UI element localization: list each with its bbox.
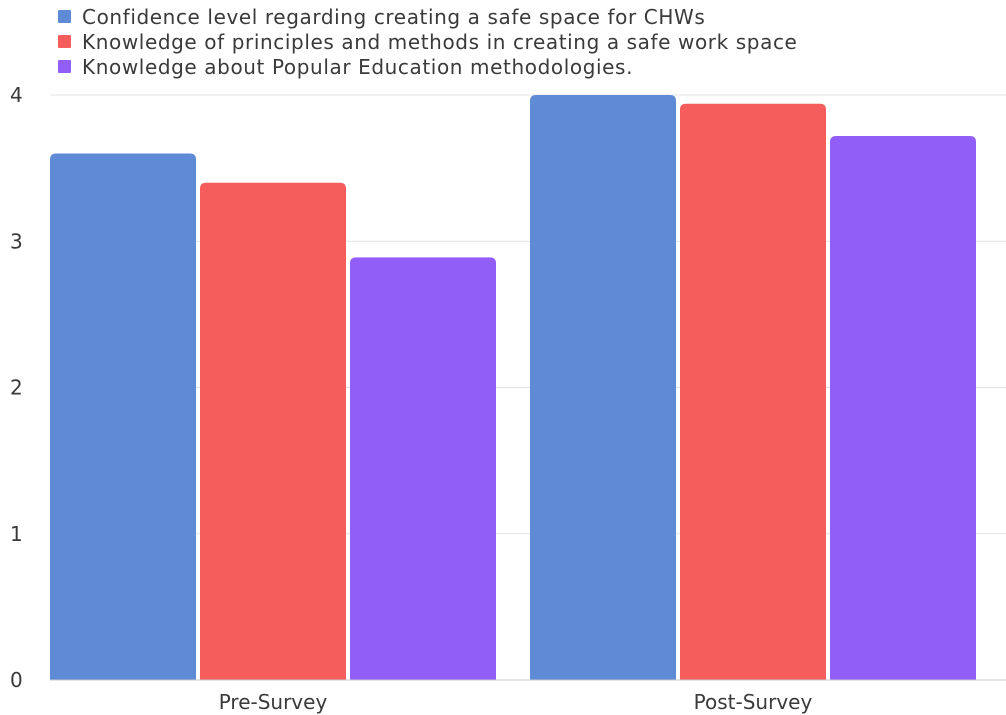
bar-post-survey-series-2[interactable] (680, 103, 826, 680)
bar-post-survey-series-3[interactable] (830, 135, 976, 680)
legend-swatch-popular-education (58, 60, 71, 73)
x-tick-label: Pre-Survey (219, 690, 328, 714)
y-tick-label: 3 (10, 229, 23, 253)
legend-label-principles: Knowledge of principles and methods in c… (82, 29, 798, 54)
y-tick-label: 4 (10, 83, 23, 107)
legend-swatch-principles (58, 35, 71, 48)
legend-label-confidence: Confidence level regarding creating a sa… (82, 4, 706, 29)
legend-swatch-confidence (58, 10, 71, 23)
chart-legend: Confidence level regarding creating a sa… (58, 4, 797, 79)
y-tick-label: 0 (10, 668, 23, 692)
bar-pre-survey-series-1[interactable] (50, 153, 196, 681)
legend-item-principles[interactable]: Knowledge of principles and methods in c… (58, 29, 797, 54)
legend-item-popular-education[interactable]: Knowledge about Popular Education method… (58, 54, 797, 79)
legend-item-confidence[interactable]: Confidence level regarding creating a sa… (58, 4, 797, 29)
axes: 0 1 2 3 4 Pre-Survey Post-Survey (10, 83, 1006, 714)
y-tick-label: 1 (10, 522, 23, 546)
y-tick-label: 2 (10, 376, 23, 400)
bar-pre-survey-series-2[interactable] (200, 182, 346, 680)
x-tick-label: Post-Survey (694, 690, 813, 714)
legend-label-popular-education: Knowledge about Popular Education method… (82, 54, 634, 79)
bar-pre-survey-series-3[interactable] (350, 257, 496, 680)
bar-post-survey-series-1[interactable] (530, 95, 676, 680)
bars (50, 95, 976, 680)
